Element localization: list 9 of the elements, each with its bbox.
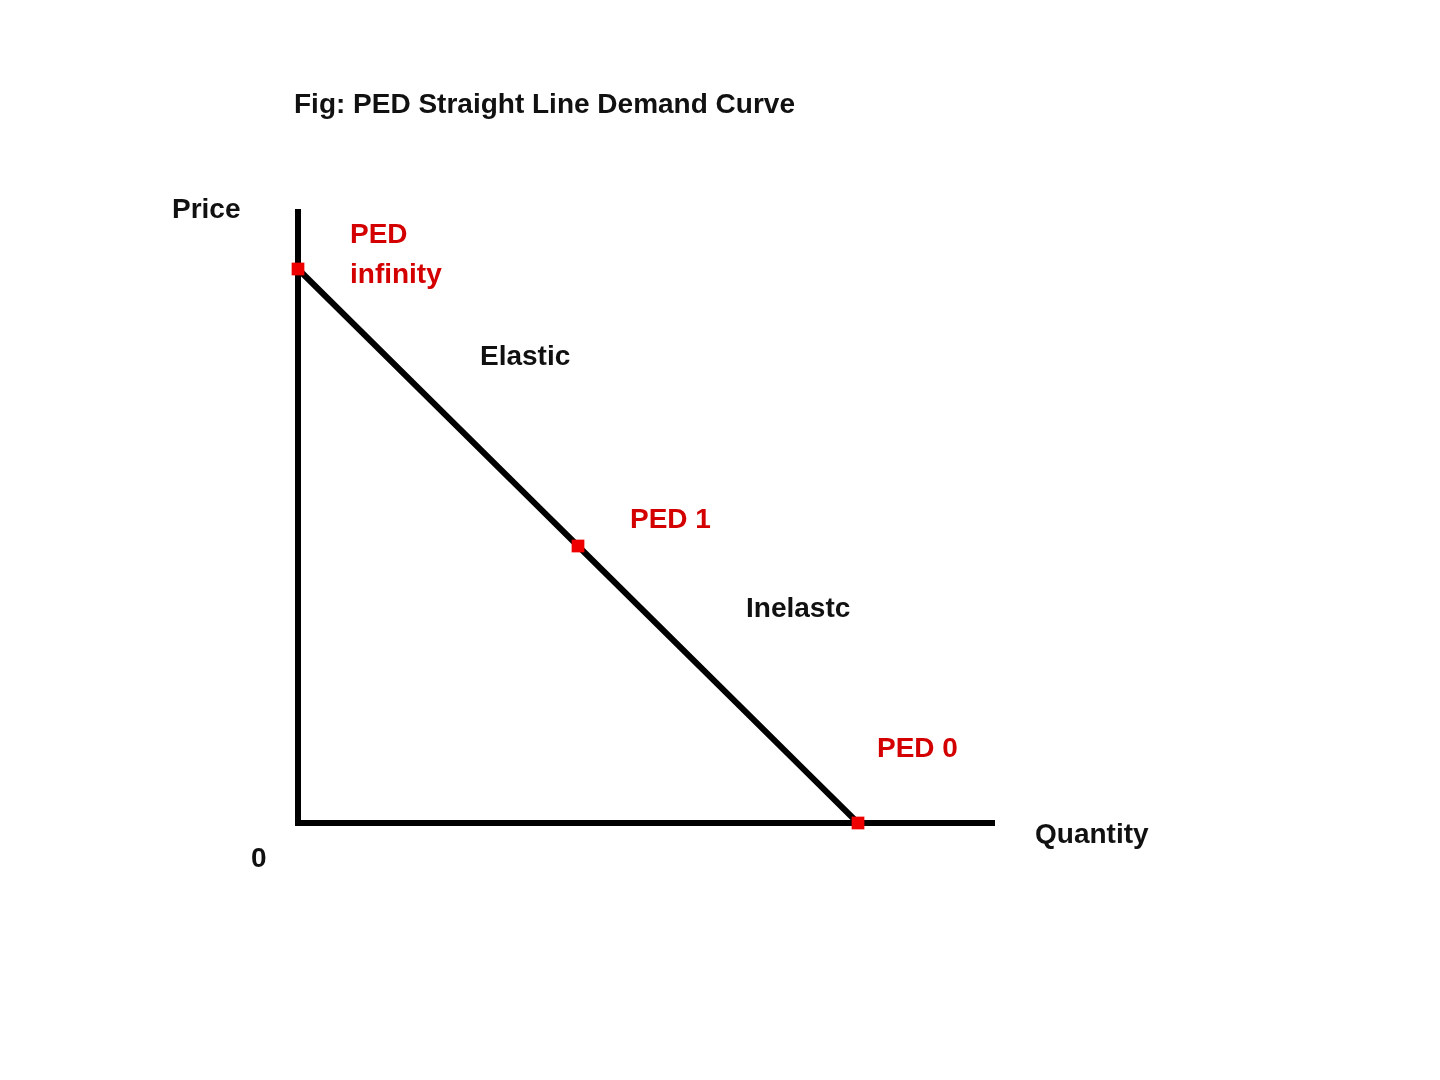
- annotation: PED 1: [630, 503, 711, 534]
- annotation: Inelastc: [746, 592, 851, 623]
- text: 0: [251, 842, 267, 873]
- annotation: PED infinity: [350, 218, 443, 289]
- annotation: PED 0: [877, 732, 958, 763]
- x-axis-title: Quantity: [1035, 818, 1149, 849]
- chart-title: Fig: PED Straight Line Demand Curve: [294, 88, 795, 119]
- y-axis-title: Price: [172, 193, 241, 224]
- annotation: Elastic: [480, 340, 571, 371]
